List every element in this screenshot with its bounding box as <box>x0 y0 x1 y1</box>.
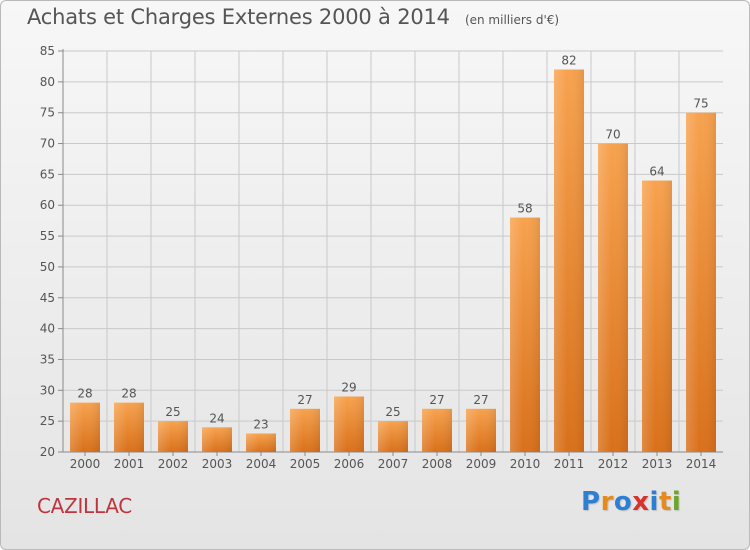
logo-letter: i <box>649 487 659 517</box>
y-tick-label: 80 <box>40 75 55 89</box>
x-tick-label: 2009 <box>466 457 497 471</box>
chart-title-row: Achats et Charges Externes 2000 à 2014 (… <box>27 5 559 29</box>
bar-shine <box>554 69 584 452</box>
bar-value-label: 75 <box>693 97 708 111</box>
x-tick-label: 2005 <box>290 457 321 471</box>
logo-letter: x <box>632 487 650 517</box>
bar-value-label: 27 <box>297 393 312 407</box>
logo-letter: r <box>600 487 614 517</box>
y-tick-label: 75 <box>40 106 55 120</box>
bar-value-label: 24 <box>209 411 224 425</box>
bar-shine <box>642 180 672 453</box>
bar-value-label: 25 <box>385 405 400 419</box>
bar-shine <box>334 396 364 452</box>
bar-value-label: 64 <box>649 165 664 179</box>
bar-value-label: 28 <box>77 387 92 401</box>
x-tick-label: 2014 <box>686 457 717 471</box>
logo-letter: i <box>671 487 682 517</box>
y-tick-label: 60 <box>40 198 55 212</box>
chart-unit: (en milliers d'€) <box>464 13 560 27</box>
bar-shine <box>114 402 144 452</box>
bar-shine <box>378 421 408 452</box>
y-tick-label: 40 <box>40 322 55 336</box>
commune-name: CAZILLAC <box>37 494 132 518</box>
bar-value-label: 27 <box>429 393 444 407</box>
proxiti-logo: Proxiti <box>581 487 681 517</box>
x-tick-label: 2007 <box>378 457 409 471</box>
bar-shine <box>158 421 188 452</box>
x-tick-label: 2003 <box>202 457 233 471</box>
x-tick-label: 2001 <box>114 457 145 471</box>
bar-value-label: 27 <box>473 393 488 407</box>
bar-value-label: 58 <box>517 202 532 216</box>
y-tick-label: 30 <box>40 383 55 397</box>
logo-letter: o <box>613 487 633 517</box>
y-tick-label: 55 <box>40 229 55 243</box>
chart-title: Achats et Charges Externes 2000 à 2014 <box>27 5 450 29</box>
x-tick-label: 2004 <box>246 457 277 471</box>
x-tick-label: 2008 <box>422 457 453 471</box>
bars <box>70 69 716 453</box>
y-tick-label: 25 <box>40 414 55 428</box>
x-tick-label: 2013 <box>642 457 673 471</box>
y-tick-label: 20 <box>40 445 55 459</box>
y-tick-label: 45 <box>40 291 55 305</box>
bar-shine <box>686 112 716 452</box>
x-tick-label: 2000 <box>70 457 101 471</box>
bar-shine <box>510 217 540 452</box>
bar-value-label: 28 <box>121 387 136 401</box>
bar-shine <box>466 408 496 452</box>
bar-value-label: 82 <box>561 54 576 68</box>
x-tick-label: 2006 <box>334 457 365 471</box>
x-tick-label: 2002 <box>158 457 189 471</box>
y-tick-label: 50 <box>40 260 55 274</box>
bar-shine <box>598 143 628 453</box>
y-tick-label: 70 <box>40 137 55 151</box>
bar-value-label: 25 <box>165 405 180 419</box>
x-tick-label: 2012 <box>598 457 629 471</box>
bar-shine <box>202 427 232 452</box>
bar-value-label: 70 <box>605 128 620 142</box>
bar-shine <box>290 408 320 452</box>
bar-value-label: 29 <box>341 380 356 394</box>
labels: 20 25 30 35 40 45 50 55 60 65 70 75 80 85 28 2000 28 2001… <box>40 44 717 471</box>
logo-letter: t <box>658 487 672 517</box>
y-tick-label: 35 <box>40 352 55 366</box>
x-tick-label: 2011 <box>554 457 585 471</box>
y-tick-label: 65 <box>40 167 55 181</box>
y-tick-label: 85 <box>40 44 55 58</box>
x-tick-label: 2010 <box>510 457 541 471</box>
bar-shine <box>422 408 452 452</box>
bar-value-label: 23 <box>253 417 268 431</box>
bar-shine <box>246 433 276 452</box>
logo-letter: P <box>581 487 601 517</box>
bar-shine <box>70 402 100 452</box>
